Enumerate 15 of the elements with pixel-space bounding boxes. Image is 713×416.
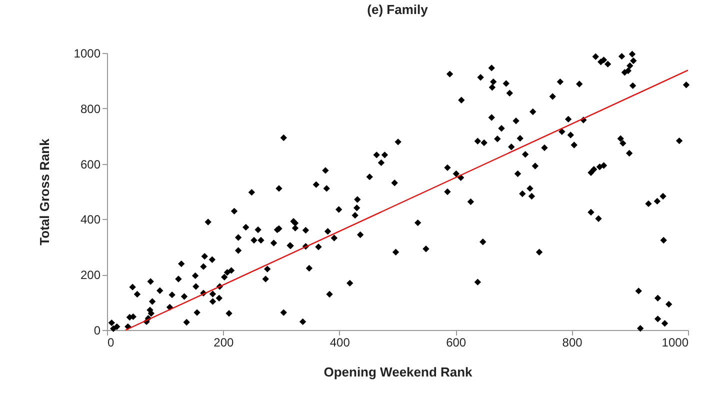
x-tick-label: 600 [446, 336, 466, 350]
x-tick-label: 200 [214, 336, 234, 350]
y-axis-title: Total Gross Rank [36, 138, 52, 246]
chart-title: (e) Family [367, 2, 429, 17]
x-axis-title: Opening Weekend Rank [324, 364, 474, 380]
y-tick-label: 0 [94, 324, 101, 338]
x-tick-label: 1000 [662, 336, 689, 350]
x-tick-label: 800 [562, 336, 583, 350]
y-tick-label: 200 [80, 268, 101, 282]
y-tick-label: 400 [80, 212, 101, 227]
y-tick-label: 1000 [74, 46, 101, 60]
y-tick-label: 800 [80, 102, 101, 116]
x-tick-label: 400 [330, 336, 350, 350]
y-tick-label: 600 [80, 157, 101, 172]
x-tick-label: 0 [108, 336, 114, 350]
